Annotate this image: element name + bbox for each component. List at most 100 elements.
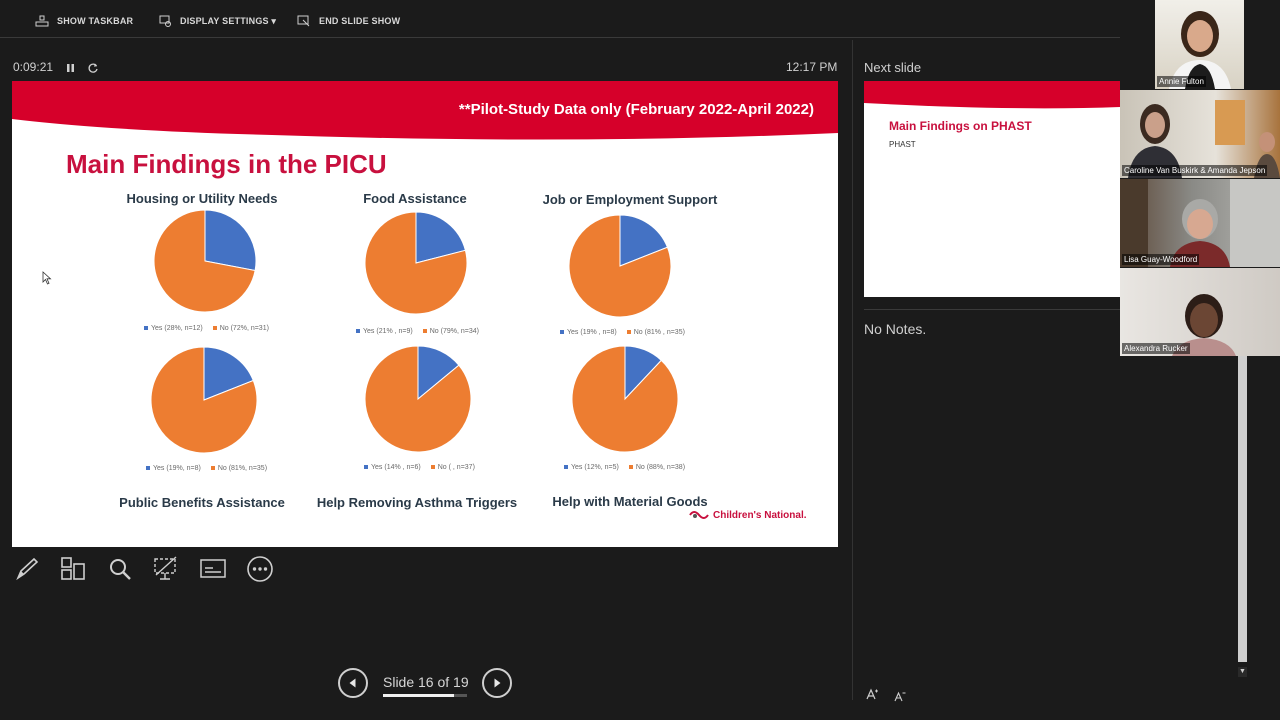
yes-swatch — [146, 466, 150, 471]
zoom-button[interactable] — [105, 554, 135, 584]
pie-slice-yes — [619, 214, 669, 267]
next-slide-label: Next slide — [864, 60, 922, 75]
pie-chart-housing — [153, 209, 257, 313]
current-time: 12:17 PM — [786, 60, 838, 74]
legend-yes: Yes (14% , n=6) — [371, 464, 421, 471]
notes-divider — [864, 309, 1120, 310]
slide-progress-fill — [383, 694, 454, 697]
toolbar-divider — [0, 37, 1120, 38]
current-slide[interactable]: **Pilot-Study Data only (February 2022-A… — [12, 81, 838, 547]
participant-name: Alexandra Rucker — [1122, 343, 1190, 354]
screen-toggle-icon — [154, 556, 177, 580]
participant-name: Lisa Guay-Woodford — [1122, 254, 1200, 265]
increase-font-button[interactable] — [866, 688, 878, 703]
legend-yes: Yes (28%, n=12) — [151, 325, 203, 332]
pie-slice-yes — [415, 211, 467, 264]
font-increase-icon — [866, 688, 878, 700]
legend-housing: Yes (28%, n=12) No (72%, n=31) — [144, 325, 269, 332]
video-tile-lisa-guay-woodford[interactable]: Lisa Guay-Woodford — [1120, 179, 1280, 267]
decrease-font-button[interactable] — [894, 689, 906, 707]
previous-slide-button[interactable] — [338, 668, 368, 698]
chart-title-public-benefits: Public Benefits Assistance — [119, 495, 285, 510]
legend-yes: Yes (19%, n=8) — [153, 465, 201, 472]
logo-text: Children's National. — [713, 509, 807, 521]
legend-no: No (81% , n=35) — [633, 329, 685, 336]
pie-slice-no — [150, 346, 258, 454]
taskbar-icon — [35, 15, 49, 27]
legend-yes: Yes (21% , n=9) — [363, 328, 413, 335]
pen-icon — [16, 557, 39, 581]
slide-progress-track — [383, 694, 467, 697]
pie-slice-no — [568, 214, 672, 318]
slides-grid-icon — [61, 557, 85, 580]
pie-chart-public-benefits — [150, 346, 258, 454]
more-options-button[interactable] — [245, 554, 275, 584]
show-taskbar-button[interactable]: SHOW TASKBAR — [35, 12, 133, 30]
yes-swatch — [356, 329, 360, 334]
chart-title-job: Job or Employment Support — [542, 192, 718, 207]
presenter-toolbar: SHOW TASKBAR DISPLAY SETTINGS ▾ END SLID… — [0, 0, 1120, 40]
yes-swatch — [560, 330, 564, 335]
chart-title-material-goods: Help with Material Goods — [552, 494, 708, 509]
restart-timer-button[interactable] — [87, 61, 99, 73]
mouse-cursor-icon — [42, 271, 52, 285]
display-settings-icon — [159, 15, 171, 27]
see-all-slides-button[interactable] — [58, 554, 88, 584]
more-icon — [247, 556, 273, 582]
next-slide-subtitle: PHAST — [889, 140, 916, 149]
next-slide-preview[interactable]: Main Findings on PHAST PHAST — [864, 81, 1120, 297]
no-swatch — [628, 465, 633, 470]
display-settings-button[interactable]: DISPLAY SETTINGS ▾ — [158, 12, 276, 30]
pie-chart-asthma — [364, 345, 472, 453]
no-swatch — [210, 466, 215, 471]
legend-no: No (81%, n=35) — [217, 465, 268, 472]
pie-slice-no — [364, 345, 472, 453]
pie-slice-yes — [204, 209, 257, 272]
legend-food: Yes (21% , n=9) No (79%, n=34) — [356, 328, 479, 335]
slide-title: Main Findings in the PICU — [66, 149, 387, 179]
notes-scrollbar-thumb[interactable] — [1238, 356, 1247, 662]
legend-no: No (88%, n=38) — [635, 464, 686, 471]
end-show-icon — [297, 15, 310, 27]
speaker-notes: No Notes. — [864, 321, 927, 337]
scroll-down-button[interactable]: ▼ — [1238, 667, 1247, 677]
subtitles-button[interactable] — [198, 554, 228, 584]
legend-yes: Yes (12%, n=5) — [571, 464, 619, 471]
legend-no: No ( , n=37) — [437, 464, 475, 471]
yes-swatch — [564, 465, 568, 470]
pie-slice-no — [153, 209, 256, 313]
participant-name: Caroline Van Buskirk & Amanda Jepson — [1122, 165, 1268, 176]
no-swatch — [212, 326, 217, 331]
black-screen-button[interactable] — [151, 554, 181, 584]
video-tile-alexandra-rucker[interactable]: Alexandra Rucker — [1120, 268, 1280, 356]
elapsed-timer: 0:09:21 — [13, 60, 54, 74]
end-slide-show-label: END SLIDE SHOW — [319, 16, 401, 26]
childrens-national-logo: Children's National. — [688, 509, 807, 521]
end-slide-show-button[interactable]: END SLIDE SHOW — [297, 12, 400, 30]
next-slide-title: Main Findings on PHAST — [889, 119, 1032, 133]
legend-public-benefits: Yes (19%, n=8) No (81%, n=35) — [146, 465, 267, 472]
slide-banner-text: **Pilot-Study Data only (February 2022-A… — [458, 101, 814, 118]
panel-divider — [852, 40, 853, 700]
legend-no: No (79%, n=34) — [429, 328, 479, 335]
pen-tool-button[interactable] — [12, 554, 42, 584]
next-slide-button[interactable] — [482, 668, 512, 698]
participant-video-icon — [1120, 179, 1280, 267]
show-taskbar-label: SHOW TASKBAR — [57, 16, 134, 26]
slide-counter[interactable]: Slide 16 of 19 — [383, 674, 469, 690]
pause-timer-button[interactable] — [66, 61, 76, 73]
pie-slice-no — [364, 211, 468, 315]
yes-swatch — [364, 465, 368, 470]
video-tile-annie-fulton[interactable]: Annie Fulton — [1155, 0, 1244, 89]
chart-title-housing: Housing or Utility Needs — [126, 191, 278, 206]
arrow-right-icon — [494, 678, 501, 688]
video-tile-caroline-amanda[interactable]: Caroline Van Buskirk & Amanda Jepson — [1120, 90, 1280, 178]
chart-title-asthma: Help Removing Asthma Triggers — [316, 495, 518, 510]
pie-slice-yes — [203, 346, 254, 401]
pie-chart-food — [364, 211, 468, 315]
logo-mark-icon — [689, 511, 709, 519]
no-swatch — [626, 330, 631, 335]
legend-job: Yes (19% , n=8) No (81% , n=35) — [560, 329, 685, 336]
restart-icon — [88, 63, 98, 73]
legend-no: No (72%, n=31) — [219, 325, 269, 332]
